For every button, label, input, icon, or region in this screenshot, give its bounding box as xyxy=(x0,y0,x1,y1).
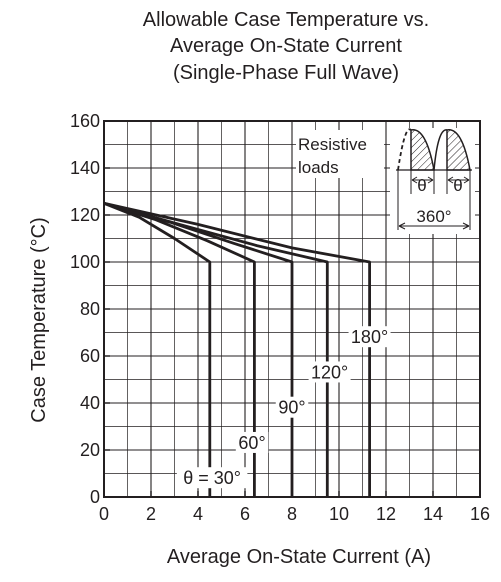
x-axis-label: Average On-State Current (A) xyxy=(167,546,431,568)
curve-label: θ = 30° xyxy=(183,468,241,488)
x-tick-label: 0 xyxy=(99,504,109,524)
inset-theta-arrow-1 xyxy=(411,176,434,184)
chart-title-line-1: Allowable Case Temperature vs. xyxy=(143,9,429,31)
curve-line xyxy=(103,201,329,497)
y-tick-label: 40 xyxy=(80,393,100,413)
x-tick-labels: 0 2 4 6 8 10 12 14 16 xyxy=(99,504,490,524)
x-tick-label: 16 xyxy=(470,504,490,524)
curve-label-bg xyxy=(275,396,309,418)
chart-title-line-2: Average On-State Current xyxy=(170,35,402,57)
y-tick-label: 100 xyxy=(70,252,100,272)
curve-label: 60° xyxy=(238,433,265,453)
curve-label: 120° xyxy=(311,362,348,382)
inset-wave-dashed-segment xyxy=(397,128,412,171)
x-tick-label: 4 xyxy=(193,504,203,524)
inset-text-mask xyxy=(296,130,384,178)
axis-ticks xyxy=(103,120,481,498)
x-tick-label: 12 xyxy=(376,504,396,524)
y-tick-label: 80 xyxy=(80,299,100,319)
waveform-inset: Resistive loads θ θ 360° xyxy=(296,128,475,234)
inset-label-line-2: loads xyxy=(298,158,339,177)
curve-line xyxy=(103,201,256,497)
curve-label-bg xyxy=(308,361,351,383)
curve-label-bg xyxy=(176,467,248,489)
inset-theta-label-1: θ xyxy=(417,176,426,195)
x-tick-label: 6 xyxy=(240,504,250,524)
inset-theta-arrow-2 xyxy=(447,176,470,184)
curve-label-bg xyxy=(348,326,391,348)
x-tick-label: 10 xyxy=(329,504,349,524)
x-tick-label: 8 xyxy=(287,504,297,524)
y-tick-label: 0 xyxy=(90,487,100,507)
curve-label: 90° xyxy=(278,398,305,418)
y-tick-label: 160 xyxy=(70,111,100,131)
inset-period-arrow xyxy=(398,222,470,230)
y-tick-labels: 0 20 40 60 80 100 120 140 160 xyxy=(70,111,100,507)
y-tick-label: 140 xyxy=(70,158,100,178)
curve-label: 180° xyxy=(351,327,388,347)
inset-wave-rising-segment-2 xyxy=(433,129,448,171)
x-tick-label: 14 xyxy=(423,504,443,524)
y-tick-label: 60 xyxy=(80,346,100,366)
y-tick-label: 20 xyxy=(80,440,100,460)
inset-label-line-1: Resistive xyxy=(298,135,367,154)
chart-title: Allowable Case Temperature vs. Average O… xyxy=(143,9,429,84)
inset-theta-label-2: θ xyxy=(453,176,462,195)
x-tick-label: 2 xyxy=(146,504,156,524)
curve-labels: θ = 30° 60° 90° 120°180° xyxy=(176,326,391,489)
inset-period-label: 360° xyxy=(416,207,451,226)
y-axis-label: Case Temperature (°C) xyxy=(28,217,50,422)
curve-label-bg xyxy=(235,431,269,453)
chart-title-line-3: (Single-Phase Full Wave) xyxy=(173,62,399,84)
y-tick-label: 120 xyxy=(70,205,100,225)
curve-line xyxy=(103,201,212,497)
